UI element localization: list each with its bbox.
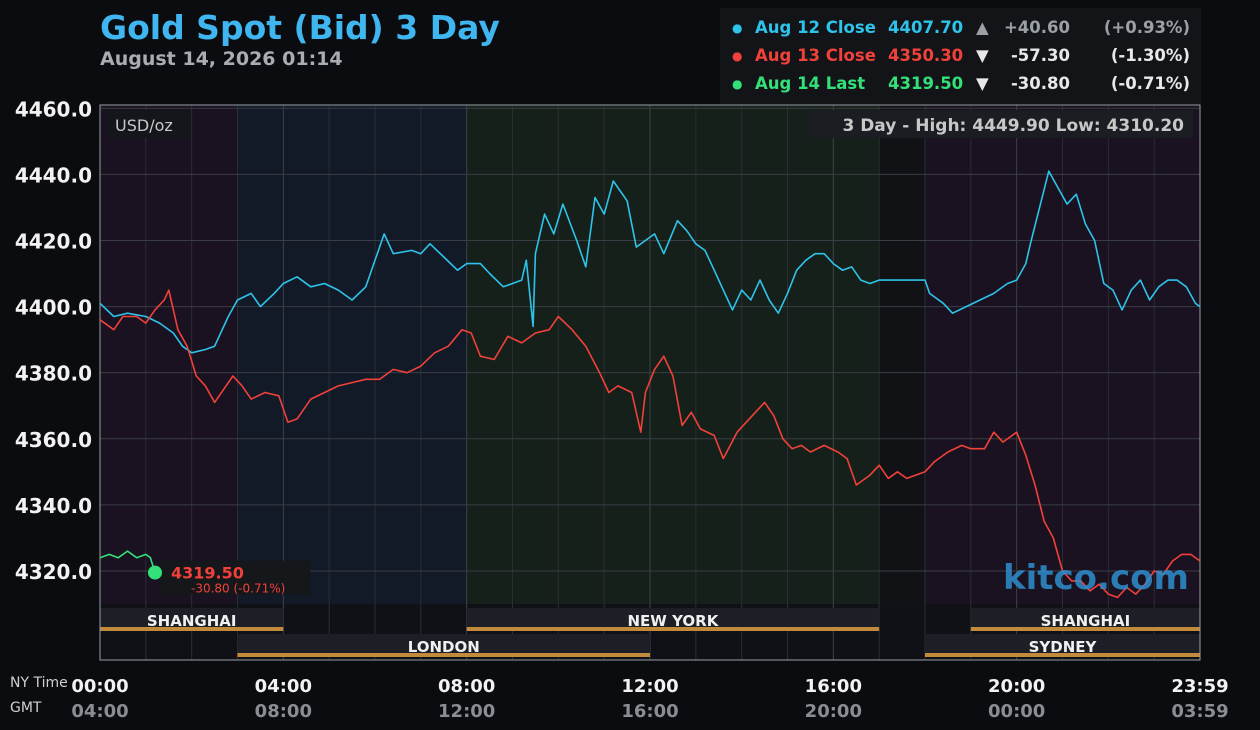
legend-label: Aug 14 Last: [755, 74, 866, 93]
legend-change: -57.30: [1010, 46, 1070, 65]
x-tick-label-ny: 16:00: [805, 676, 862, 697]
range-label: 3 Day - High: 4449.90 Low: 4310.20: [842, 116, 1184, 136]
closed-band: [879, 105, 925, 604]
legend-dot-icon: ●: [732, 21, 743, 35]
newyork-session-band: [466, 105, 880, 604]
legend-dot-icon: ●: [732, 77, 743, 91]
x-tick-label-ny: 08:00: [438, 676, 495, 697]
session-underline: [970, 627, 1200, 631]
last-price-change: -30.80 (-0.71%): [191, 582, 285, 596]
session-underline: [100, 627, 284, 631]
x-tick-label-ny: 23:59: [1171, 676, 1228, 697]
x-tick-label-gmt: 00:00: [988, 701, 1045, 722]
y-tick-label: 4340.0: [15, 494, 92, 518]
legend-price: 4319.50: [888, 74, 964, 93]
session-label: SYDNEY: [1029, 638, 1098, 656]
x-tick-label-ny: 12:00: [621, 676, 678, 697]
x-tick-label-gmt: 03:59: [1171, 701, 1228, 722]
legend-label: Aug 13 Close: [755, 46, 876, 65]
x-tick-label-ny: 00:00: [71, 676, 128, 697]
session-label: SHANGHAI: [1041, 612, 1131, 630]
session-bar: [970, 608, 1200, 628]
session-bar: [466, 608, 880, 628]
up-arrow-icon: ▲: [976, 18, 989, 37]
legend-price: 4407.70: [888, 18, 964, 37]
y-tick-label: 4380.0: [15, 362, 92, 386]
unit-label-bg: [107, 110, 191, 138]
price-line-series-1: [99, 170, 1201, 354]
price-line-series-2: [99, 289, 1201, 599]
chart-date: August 14, 2026 01:14: [100, 48, 343, 70]
session-bar: [237, 634, 650, 654]
plot-frame: [99, 104, 1201, 661]
legend-percent: (-1.30%): [1110, 46, 1190, 65]
legend-change: -30.80: [1010, 74, 1070, 93]
session-underline: [237, 653, 650, 657]
price-line-series-3: [99, 550, 156, 573]
last-price-value: 4319.50: [171, 564, 244, 583]
legend-percent: (+0.93%): [1103, 18, 1190, 37]
london-session-band: [237, 105, 467, 604]
down-arrow-icon: ▼: [976, 74, 989, 93]
x-tick-label-gmt: 20:00: [805, 701, 862, 722]
legend-change: +40.60: [1003, 18, 1070, 37]
session-label: NEW YORK: [628, 612, 720, 630]
x-tick-label-gmt: 08:00: [255, 701, 312, 722]
kitco-watermark: kitco.com: [1003, 558, 1189, 598]
session-underline: [466, 627, 880, 631]
x-tick-label-gmt: 04:00: [71, 701, 128, 722]
y-tick-label: 4400.0: [15, 296, 92, 320]
asia-session-band: [100, 105, 238, 604]
last-price-box: [160, 560, 310, 595]
y-tick-label: 4320.0: [15, 560, 92, 584]
legend-price: 4350.30: [888, 46, 964, 65]
legend-percent: (-0.71%): [1110, 74, 1190, 93]
session-bar: [925, 634, 1200, 654]
ny-time-label: NY Time: [10, 675, 68, 691]
price-legend: ● Aug 12 Close 4407.70 ▲ +40.60 (+0.93%)…: [720, 8, 1201, 104]
session-label: LONDON: [408, 638, 480, 656]
session-bar: [100, 608, 284, 628]
gmt-label: GMT: [10, 700, 42, 716]
session-underline: [925, 653, 1200, 657]
range-label-bg: [807, 110, 1193, 138]
legend-label: Aug 12 Close: [755, 18, 876, 37]
y-tick-label: 4460.0: [15, 97, 92, 121]
session-label: SHANGHAI: [147, 612, 237, 630]
x-tick-label-ny: 20:00: [988, 676, 1045, 697]
y-tick-label: 4360.0: [15, 428, 92, 452]
x-tick-label-gmt: 12:00: [438, 701, 495, 722]
unit-label: USD/oz: [115, 116, 173, 135]
y-tick-label: 4420.0: [15, 229, 92, 253]
chart-title: Gold Spot (Bid) 3 Day: [100, 8, 500, 47]
y-tick-label: 4440.0: [15, 163, 92, 187]
x-tick-label-gmt: 16:00: [621, 701, 678, 722]
down-arrow-icon: ▼: [976, 46, 989, 65]
x-tick-label-ny: 04:00: [255, 676, 312, 697]
legend-dot-icon: ●: [732, 49, 743, 63]
last-price-dot-icon: [148, 565, 162, 580]
